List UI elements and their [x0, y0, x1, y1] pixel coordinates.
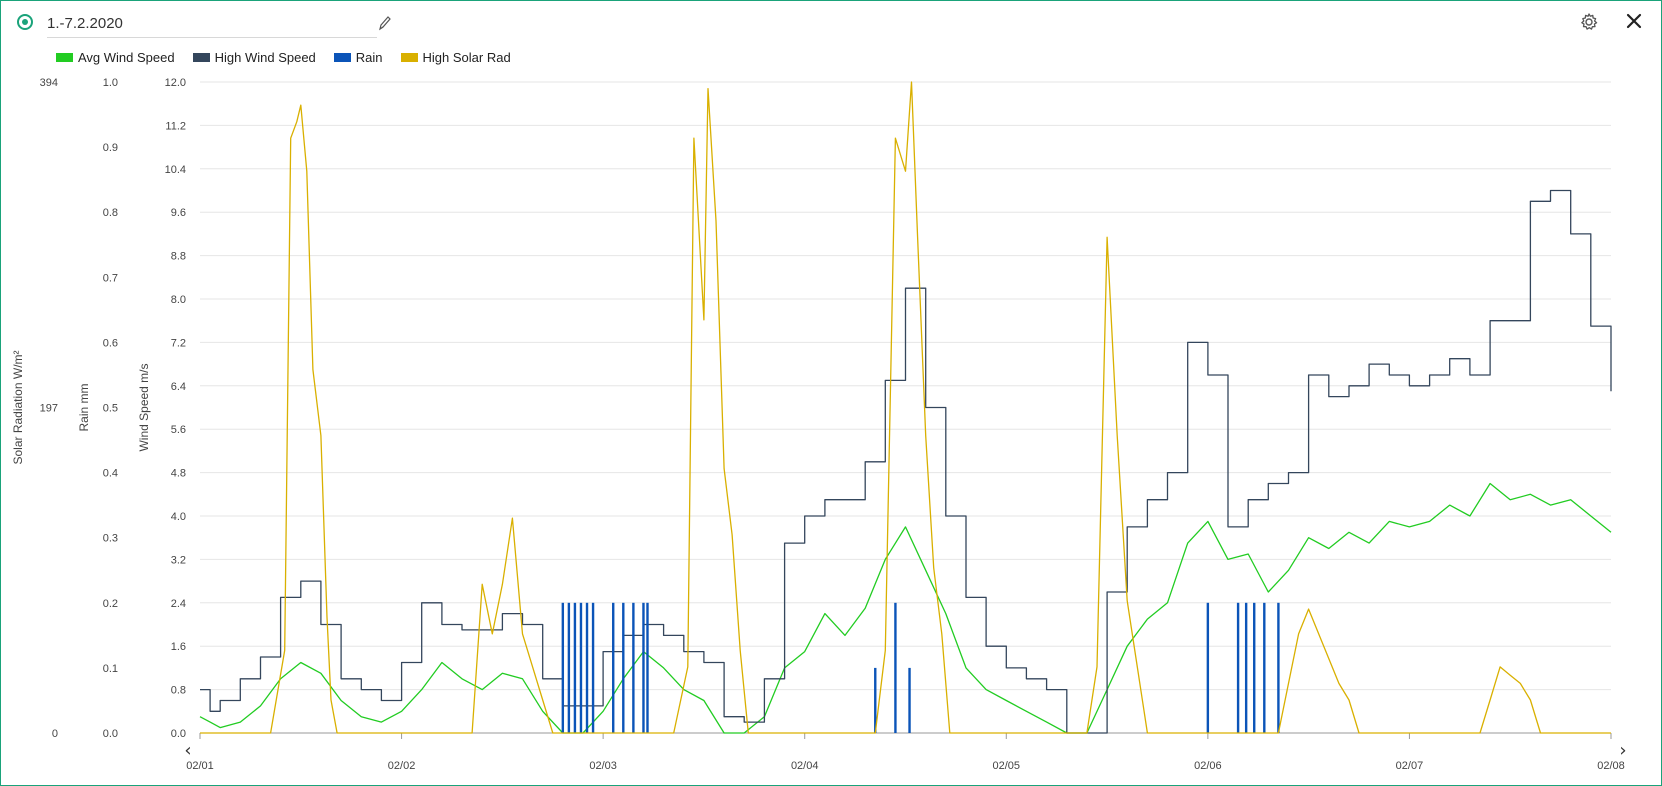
x-axis-tick: 02/02 — [388, 760, 416, 772]
rain-bar — [1253, 602, 1256, 733]
rain-bar — [1244, 602, 1248, 733]
legend-item[interactable]: Rain — [333, 49, 383, 65]
legend-swatch — [333, 52, 351, 62]
high-solar-rad-line — [200, 81, 1611, 734]
rain-axis-tick: 0.6 — [103, 337, 118, 349]
rain-bar — [573, 602, 577, 733]
rain-bar — [894, 602, 897, 733]
x-axis-tick: 02/08 — [1597, 760, 1625, 772]
chart-legend: Avg Wind Speed High Wind Speed Rain High So… — [56, 48, 529, 66]
wind-axis-tick: 4.0 — [171, 511, 186, 523]
wind-axis-tick: 10.4 — [165, 164, 186, 176]
rain-bar — [585, 602, 589, 733]
rain-bar — [567, 602, 571, 733]
x-axis-tick: 02/05 — [993, 760, 1021, 772]
rain-bar — [1206, 602, 1210, 733]
wind-axis-tick: 2.4 — [171, 598, 186, 610]
wind-axis-tick: 9.6 — [171, 207, 186, 219]
rain-axis-tick: 0.4 — [103, 468, 118, 480]
legend-label: High Wind Speed — [214, 49, 316, 65]
rain-axis-tick: 0.5 — [103, 403, 118, 415]
avg-wind-speed-line — [199, 482, 1612, 734]
wind-axis-tick: 12.0 — [165, 77, 186, 89]
rain-bar — [1236, 602, 1240, 733]
rain-bar — [874, 667, 877, 733]
wind-axis-tick: 0.0 — [171, 728, 186, 740]
chevron-right-icon[interactable]: › — [1619, 740, 1626, 761]
rain-bar — [579, 602, 583, 733]
rain-axis-tick: 0.7 — [103, 272, 118, 284]
rain-axis-tick: 1.0 — [103, 77, 118, 89]
x-axis-tick: 02/07 — [1396, 760, 1424, 772]
wind-axis-tick: 6.4 — [171, 381, 186, 393]
solar-axis-tick: 197 — [40, 403, 58, 415]
rain-axis-tick: 0.8 — [103, 207, 118, 219]
wind-axis-tick: 3.2 — [171, 554, 186, 566]
rain-bar — [1277, 602, 1280, 733]
x-axis-tick: 02/01 — [186, 760, 214, 772]
rain-axis-tick: 0.2 — [103, 598, 118, 610]
legend-label: Rain — [355, 49, 383, 65]
legend-swatch — [192, 52, 210, 62]
wind-axis-tick: 7.2 — [171, 337, 186, 349]
wind-axis-title: Wind Speed m/s — [137, 363, 151, 451]
rain-bar — [642, 602, 645, 733]
wind-axis-tick: 4.8 — [171, 468, 186, 480]
rain-axis-tick: 0.0 — [103, 728, 118, 740]
chevron-left-icon[interactable]: ‹ — [184, 740, 191, 761]
legend-swatch — [400, 52, 418, 62]
wind-axis-tick: 8.8 — [171, 251, 186, 263]
rain-bar — [646, 602, 649, 733]
rain-bar — [591, 602, 595, 733]
legend-label: High Solar Rad — [422, 49, 511, 65]
wind-axis-tick: 11.2 — [165, 120, 186, 132]
wind-axis-tick: 0.8 — [171, 685, 186, 697]
rain-axis-tick: 0.3 — [103, 533, 118, 545]
x-axis-tick: 02/06 — [1194, 760, 1222, 772]
legend-item[interactable]: High Solar Rad — [400, 49, 511, 65]
solar-axis-tick: 394 — [40, 77, 58, 89]
title-input[interactable] — [47, 9, 377, 38]
solar-axis-tick: 0 — [52, 728, 58, 740]
rain-axis-title: Rain mm — [77, 383, 91, 431]
rain-bar — [612, 602, 615, 733]
rain-bar — [908, 667, 911, 733]
radio-dot-icon[interactable] — [17, 14, 33, 30]
rain-axis-tick: 0.1 — [103, 663, 118, 675]
rain-bar — [632, 602, 635, 733]
legend-label: Avg Wind Speed — [78, 49, 175, 65]
close-icon[interactable] — [1625, 12, 1643, 30]
rain-bar — [1263, 602, 1266, 733]
legend-item[interactable]: Avg Wind Speed — [56, 50, 175, 65]
x-axis-tick: 02/04 — [791, 760, 819, 772]
x-axis-tick: 02/03 — [589, 760, 617, 772]
rain-bar — [561, 602, 565, 733]
legend-swatch — [56, 52, 73, 62]
gear-icon[interactable] — [1579, 12, 1599, 32]
wind-axis-tick: 5.6 — [171, 424, 186, 436]
wind-axis-tick: 1.6 — [171, 641, 186, 653]
wind-axis-tick: 8.0 — [171, 294, 186, 306]
pencil-icon[interactable] — [377, 15, 391, 31]
high-wind-speed-line — [200, 189, 1612, 734]
legend-item[interactable]: High Wind Speed — [192, 49, 316, 65]
rain-axis-tick: 0.9 — [103, 142, 118, 154]
rain-bar — [622, 602, 625, 733]
title-bar — [1, 1, 1661, 45]
solar-axis-title: Solar Radiation W/m² — [11, 350, 25, 464]
